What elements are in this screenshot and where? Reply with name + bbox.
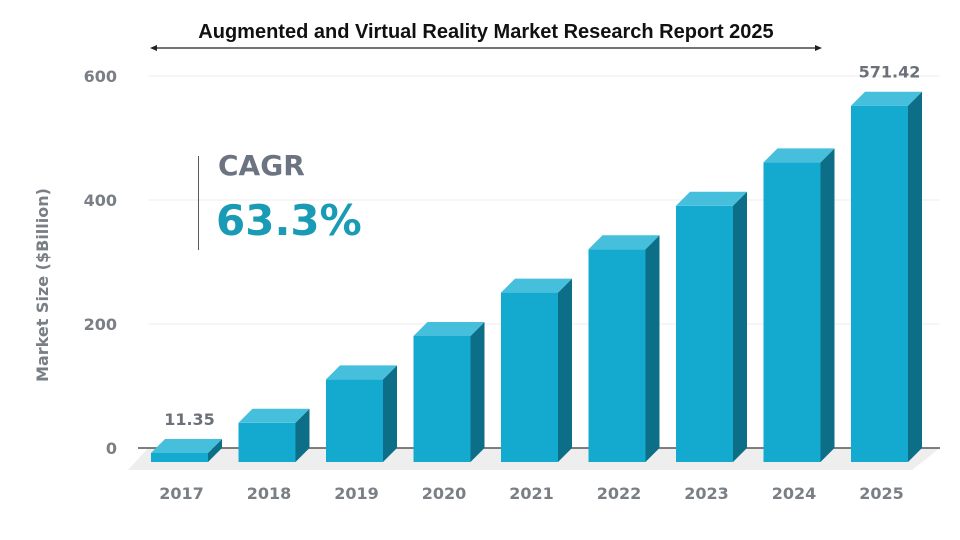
y-tick-label: 200 <box>84 315 117 334</box>
bar-front <box>413 336 471 462</box>
bar-2023 <box>676 191 747 463</box>
data-labels: 11.35 571.42 <box>164 63 920 429</box>
bar-top <box>763 148 835 163</box>
bar-side <box>645 235 660 462</box>
bar-top <box>326 365 397 380</box>
x-tick-label: 2023 <box>684 484 729 503</box>
y-tick-label: 0 <box>106 439 117 458</box>
bar-2022 <box>588 235 660 462</box>
bars <box>151 91 922 463</box>
bar-front <box>588 249 646 462</box>
bar-top <box>151 438 222 453</box>
bar-2017 <box>151 438 222 462</box>
bar-front <box>676 205 733 463</box>
x-tick-label: 2022 <box>597 484 642 503</box>
bar-side <box>208 438 222 462</box>
bar-side <box>908 91 922 462</box>
bar-front <box>763 162 821 462</box>
x-tick-label: 2020 <box>422 484 467 503</box>
bar-top <box>588 235 660 250</box>
bar-2021 <box>501 278 572 462</box>
data-label: 571.42 <box>859 63 921 82</box>
cagr-label: CAGR <box>218 149 305 182</box>
bar-2024 <box>763 148 835 462</box>
x-tick-label: 2017 <box>159 484 204 503</box>
bar-front <box>326 379 383 462</box>
bar-top <box>238 408 310 423</box>
cagr-value: 63.3% <box>216 196 362 245</box>
x-axis-labels: 2017 2018 2019 2020 2021 2022 2023 2024 2025 <box>159 484 904 503</box>
bar-side <box>470 322 485 462</box>
bar-side <box>733 191 747 463</box>
y-tick-label: 400 <box>84 191 117 210</box>
title-span-arrow <box>150 45 822 51</box>
x-tick-label: 2019 <box>334 484 379 503</box>
bar-side <box>820 148 835 462</box>
x-tick-label: 2024 <box>772 484 817 503</box>
bar-side <box>383 365 397 462</box>
bar-2025 <box>851 91 922 462</box>
x-tick-label: 2021 <box>509 484 554 503</box>
bar-front <box>851 105 908 462</box>
y-tick-label: 600 <box>84 67 117 86</box>
cagr-divider <box>198 156 199 250</box>
bar-side <box>295 408 310 462</box>
bar-2018 <box>238 408 310 462</box>
y-axis-label: Market Size ($Billion) <box>33 188 52 382</box>
bar-top <box>501 278 572 293</box>
bar-side <box>558 278 572 462</box>
data-label: 11.35 <box>164 410 215 429</box>
bar-front <box>501 292 558 462</box>
x-tick-label: 2018 <box>247 484 292 503</box>
bar-top <box>413 322 485 336</box>
chart-title: Augmented and Virtual Reality Market Res… <box>198 21 773 43</box>
x-tick-label: 2025 <box>859 484 904 503</box>
bar-top <box>851 91 922 106</box>
y-axis-ticks: 0 200 400 600 <box>84 67 117 458</box>
bar-2020 <box>413 322 485 462</box>
bar-front <box>151 452 208 462</box>
bar-2019 <box>326 365 397 462</box>
bar-top <box>676 191 747 206</box>
bar-front <box>238 422 296 462</box>
